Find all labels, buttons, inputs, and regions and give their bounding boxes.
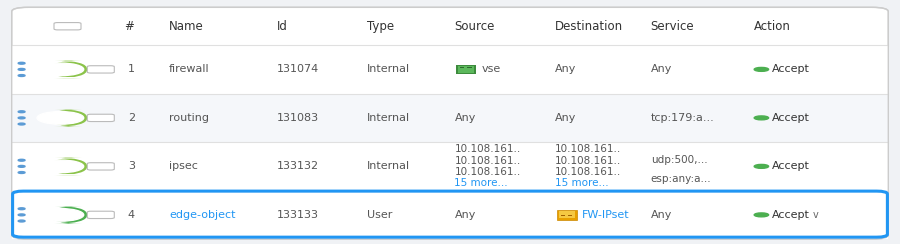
Text: 15 more...: 15 more...	[555, 178, 609, 188]
Text: Any: Any	[555, 113, 577, 123]
Circle shape	[37, 112, 84, 124]
Text: Id: Id	[277, 20, 288, 33]
FancyBboxPatch shape	[50, 158, 87, 175]
Text: Internal: Internal	[367, 64, 410, 74]
Text: 133132: 133132	[277, 161, 320, 171]
Circle shape	[18, 117, 25, 119]
FancyBboxPatch shape	[87, 66, 114, 73]
Text: vse: vse	[482, 64, 500, 74]
Text: Accept: Accept	[772, 161, 810, 171]
Text: 10.108.161..: 10.108.161..	[454, 156, 521, 166]
Text: Any: Any	[454, 113, 476, 123]
Text: v: v	[813, 210, 818, 220]
Text: routing: routing	[169, 113, 209, 123]
Text: 2: 2	[128, 113, 135, 123]
Text: Any: Any	[454, 210, 476, 220]
Text: udp:500,...: udp:500,...	[651, 155, 707, 165]
Text: #: #	[124, 20, 134, 33]
FancyBboxPatch shape	[557, 210, 577, 220]
Text: User: User	[367, 210, 392, 220]
Text: 1: 1	[128, 64, 135, 74]
Text: tcp:179:a...: tcp:179:a...	[651, 113, 715, 123]
Circle shape	[18, 172, 25, 173]
Text: Internal: Internal	[367, 161, 410, 171]
FancyBboxPatch shape	[50, 109, 87, 127]
Text: 10.108.161..: 10.108.161..	[555, 167, 622, 177]
Text: 15 more...: 15 more...	[454, 178, 508, 188]
Text: Action: Action	[754, 20, 791, 33]
FancyBboxPatch shape	[87, 163, 114, 170]
Circle shape	[754, 213, 769, 217]
Circle shape	[18, 111, 25, 113]
FancyBboxPatch shape	[50, 61, 87, 78]
FancyBboxPatch shape	[87, 114, 114, 122]
Circle shape	[754, 164, 769, 168]
Circle shape	[18, 220, 25, 222]
Circle shape	[18, 62, 25, 64]
FancyBboxPatch shape	[87, 211, 114, 219]
FancyBboxPatch shape	[12, 45, 888, 94]
Text: Type: Type	[367, 20, 394, 33]
FancyBboxPatch shape	[54, 22, 81, 30]
Circle shape	[37, 63, 84, 76]
FancyBboxPatch shape	[50, 206, 87, 224]
FancyBboxPatch shape	[568, 213, 572, 214]
Text: 10.108.161..: 10.108.161..	[555, 144, 622, 154]
Text: 10.108.161..: 10.108.161..	[454, 144, 521, 154]
Circle shape	[18, 208, 25, 210]
Circle shape	[18, 75, 25, 76]
Text: 133133: 133133	[277, 210, 320, 220]
Text: ipsec: ipsec	[169, 161, 198, 171]
Text: Accept: Accept	[772, 64, 810, 74]
Text: Accept: Accept	[772, 210, 810, 220]
Circle shape	[18, 159, 25, 161]
Circle shape	[37, 209, 84, 221]
FancyBboxPatch shape	[12, 191, 888, 239]
Text: esp:any:a...: esp:any:a...	[651, 174, 711, 184]
Text: Service: Service	[651, 20, 694, 33]
Circle shape	[18, 123, 25, 125]
Text: Destination: Destination	[555, 20, 624, 33]
FancyBboxPatch shape	[12, 94, 888, 142]
FancyBboxPatch shape	[456, 65, 476, 74]
FancyBboxPatch shape	[12, 142, 888, 191]
Text: Internal: Internal	[367, 113, 410, 123]
Text: firewall: firewall	[169, 64, 210, 74]
FancyBboxPatch shape	[12, 7, 888, 239]
FancyBboxPatch shape	[568, 215, 572, 216]
Circle shape	[754, 116, 769, 120]
Text: Accept: Accept	[772, 113, 810, 123]
Text: 10.108.161..: 10.108.161..	[555, 156, 622, 166]
Text: 131074: 131074	[277, 64, 320, 74]
Text: edge-object: edge-object	[169, 210, 236, 220]
FancyBboxPatch shape	[561, 213, 565, 214]
Text: Any: Any	[651, 64, 672, 74]
Circle shape	[754, 67, 769, 71]
Text: Any: Any	[555, 64, 577, 74]
Text: 4: 4	[128, 210, 135, 220]
Circle shape	[37, 160, 84, 173]
Circle shape	[18, 165, 25, 167]
Circle shape	[18, 69, 25, 70]
FancyBboxPatch shape	[460, 67, 464, 68]
Text: 131083: 131083	[277, 113, 320, 123]
Text: Source: Source	[454, 20, 495, 33]
Text: Name: Name	[169, 20, 204, 33]
FancyBboxPatch shape	[467, 67, 472, 68]
FancyBboxPatch shape	[561, 215, 565, 216]
Text: 3: 3	[128, 161, 135, 171]
FancyBboxPatch shape	[458, 66, 474, 73]
Text: 10.108.161..: 10.108.161..	[454, 167, 521, 177]
Circle shape	[18, 214, 25, 216]
Text: Any: Any	[651, 210, 672, 220]
Text: FW-IPset: FW-IPset	[582, 210, 630, 220]
FancyBboxPatch shape	[559, 212, 575, 218]
